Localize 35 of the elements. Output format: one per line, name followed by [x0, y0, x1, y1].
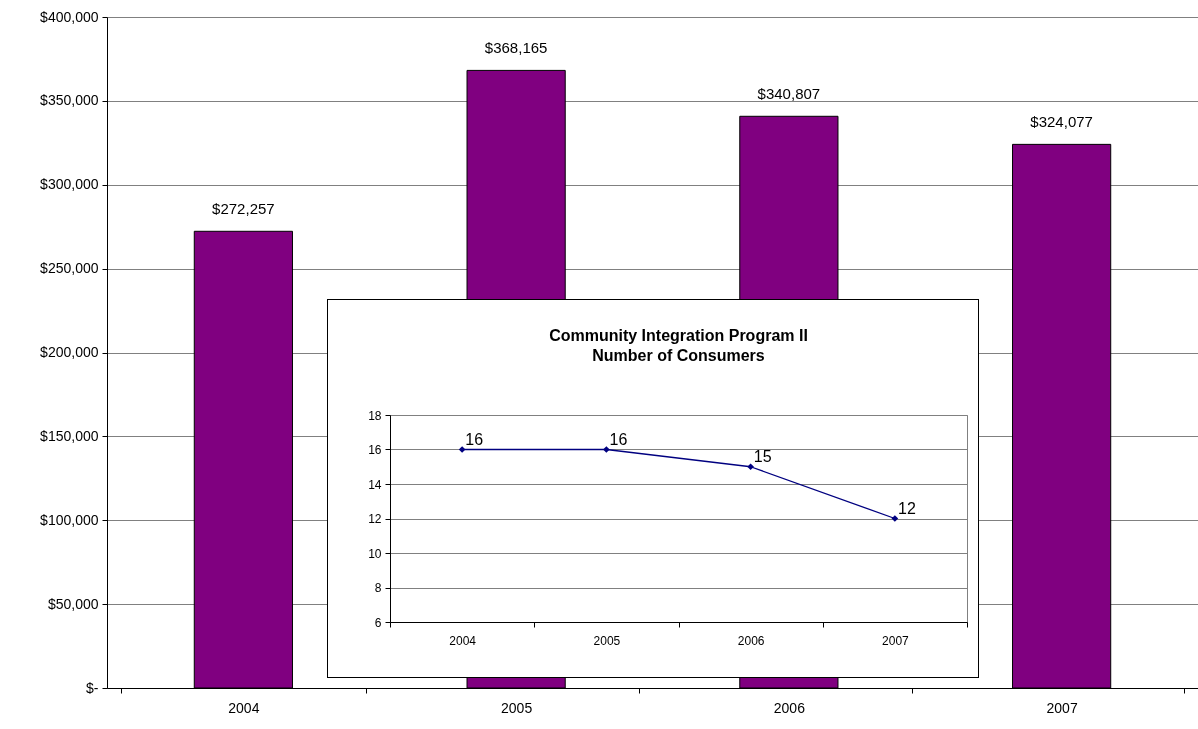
- y-tick-label: $300,000: [40, 176, 99, 193]
- point: [747, 463, 754, 471]
- x-tick-label: 2004: [228, 699, 260, 716]
- x-tick-label: 2005: [593, 633, 621, 648]
- data-label: 15: [753, 447, 772, 465]
- y-tick-label: 16: [368, 443, 382, 457]
- y-tick-label: $400,000: [40, 8, 99, 25]
- data-label: $324,077: [1030, 113, 1093, 131]
- x-tick-label: 2006: [773, 699, 806, 716]
- y-tick-label: 12: [368, 512, 382, 526]
- data-label: $340,807: [757, 85, 821, 103]
- y-tick-label: $250,000: [40, 260, 99, 277]
- y-tick-label: $100,000: [40, 511, 99, 528]
- x-tick-label: 2004: [449, 633, 477, 648]
- y-tick-label: 6: [374, 615, 382, 630]
- data-label: 16: [609, 430, 628, 448]
- y-tick-label: 8: [374, 581, 382, 595]
- data-label: 16: [465, 430, 484, 448]
- y-tick-label: 10: [368, 546, 382, 561]
- x-tick-label: 2006: [737, 633, 765, 648]
- y-tick-label: 14: [368, 477, 382, 492]
- y-tick-label: 18: [368, 408, 382, 423]
- data-label: 12: [897, 499, 916, 517]
- point: [603, 446, 610, 453]
- x-tick-label: 2005: [501, 699, 533, 716]
- x-tick-label: 2007: [1046, 699, 1078, 716]
- y-tick-label: $350,000: [40, 92, 99, 109]
- x-tick-label: 2007: [882, 633, 910, 648]
- y-tick-label: $150,000: [40, 427, 99, 444]
- chart-title: Community Integration Program II Number of Consumers: [549, 327, 808, 364]
- y-tick-label: $50,000: [47, 595, 99, 612]
- y-tick-label: $200,000: [40, 344, 99, 360]
- data-label: $272,257: [212, 200, 275, 218]
- y-tick-label: $-: [86, 679, 99, 696]
- data-label: $368,165: [484, 39, 548, 57]
